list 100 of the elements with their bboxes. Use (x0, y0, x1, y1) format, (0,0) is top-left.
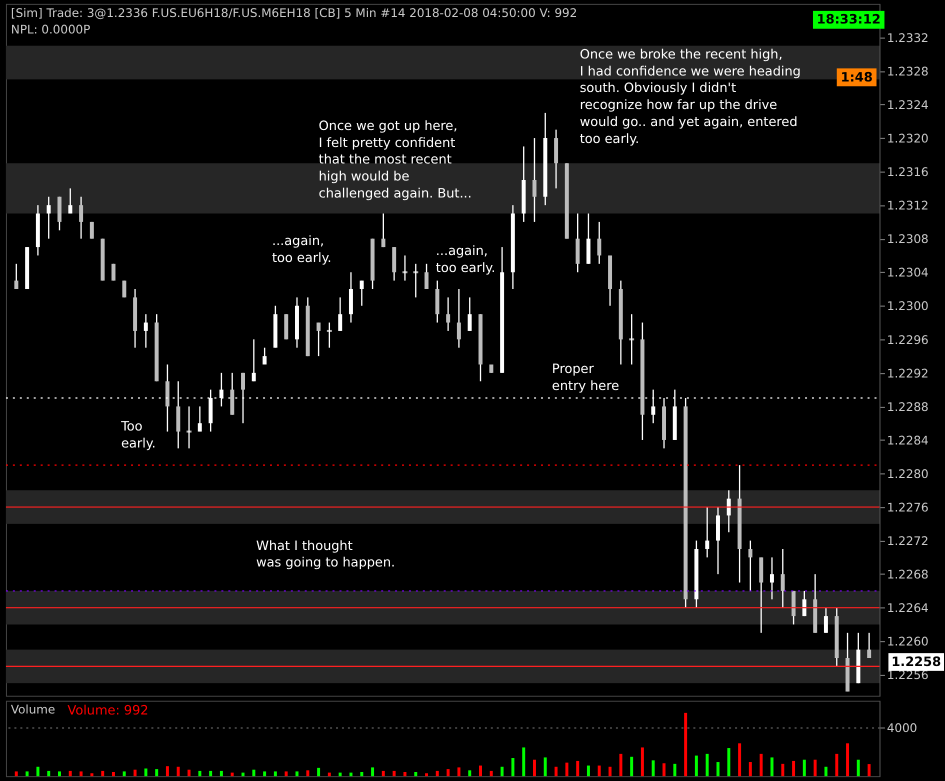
candlestick (144, 314, 148, 348)
y-tick-label: 1.2256 (886, 668, 929, 682)
annotation: 1:48 (840, 70, 873, 86)
bar (630, 756, 634, 776)
bar (392, 770, 396, 776)
bar (586, 766, 590, 776)
bar (306, 770, 310, 776)
y-tick-label: 1.2292 (886, 366, 929, 380)
bar (500, 766, 504, 776)
candlestick (46, 196, 51, 240)
bar (760, 754, 763, 776)
candlestick (446, 296, 450, 332)
bar (317, 768, 320, 776)
y-tick-label: 1.2324 (886, 98, 929, 112)
candlestick (629, 314, 634, 366)
bar (90, 773, 94, 776)
annotation: Once we got up here, I felt pretty confident that the most recent high would be challenged again. But... (318, 118, 472, 202)
bar (144, 768, 148, 776)
bar (263, 771, 266, 776)
candlestick (867, 632, 872, 659)
bar (748, 762, 752, 776)
candlestick (186, 406, 192, 449)
bar (608, 766, 612, 776)
y-tick-label: 1.2280 (886, 466, 929, 481)
text: NPL: 0.0000P (10, 22, 90, 37)
candlestick (326, 322, 332, 348)
y-tick-label: 1.2284 (886, 433, 929, 448)
candlestick (413, 263, 418, 298)
bar (209, 770, 212, 776)
candlestick (468, 296, 472, 332)
y-tick-label: 1.2296 (886, 332, 929, 347)
annotation: Volume: 992 (68, 704, 148, 719)
bar (457, 767, 460, 776)
y-tick-label: 1.2312 (886, 198, 929, 213)
bar (694, 756, 698, 776)
bar (846, 743, 850, 776)
bar (446, 769, 450, 776)
annotation: 18:33:12 (816, 12, 881, 28)
bar (684, 712, 688, 776)
bar (382, 770, 385, 776)
bar (781, 764, 784, 776)
bar (414, 772, 418, 776)
y-tick-label: 1.2316 (886, 165, 929, 180)
candlestick (262, 347, 267, 366)
bar (824, 766, 828, 776)
bar (328, 772, 331, 776)
bar (242, 772, 244, 776)
annotation: ...again, too early. (272, 234, 332, 266)
bar (26, 771, 29, 776)
candlestick (68, 188, 72, 214)
candlestick (122, 280, 126, 298)
bar (479, 766, 482, 776)
y-tick-label: 1.2272 (886, 534, 929, 548)
bar (220, 770, 223, 776)
text: 1.2258 (891, 654, 942, 670)
annotation: Once we broke the recent high, I had confidence we were heading south. Obviously I didn't recognize how far up the drive would go.. and yet again, entered too early. (580, 47, 801, 147)
y-tick-label: 1.2288 (886, 400, 929, 414)
y-tick-label: 1.2276 (886, 500, 929, 515)
bar (155, 769, 158, 776)
bar (58, 771, 61, 776)
candlestick (748, 540, 752, 592)
candlestick (456, 288, 461, 348)
bar (371, 767, 374, 776)
candlestick (532, 137, 536, 223)
bar (544, 757, 547, 776)
candlestick (79, 196, 84, 240)
bar (511, 758, 514, 776)
y-tick-label: 1.2320 (886, 132, 929, 146)
bar (134, 770, 137, 776)
candlestick (824, 607, 828, 634)
bar (274, 771, 277, 776)
bar (554, 766, 558, 776)
bar (425, 773, 428, 776)
bar (619, 754, 622, 776)
bar (436, 770, 439, 776)
y-tick-label: 1.2260 (886, 634, 929, 649)
bar (814, 760, 817, 776)
bar (576, 760, 580, 776)
bar (296, 771, 298, 776)
bar (716, 762, 720, 776)
candlestick (381, 212, 386, 248)
bar (47, 770, 50, 776)
bar (802, 760, 806, 776)
bar (770, 757, 774, 776)
bar (868, 764, 871, 776)
candlestick (424, 263, 429, 290)
y-tick-label: 4000 (886, 720, 918, 735)
candlestick (14, 263, 18, 290)
bar (727, 748, 730, 776)
y-tick-label: 1.2264 (886, 601, 929, 616)
y-tick-label: 1.2268 (886, 568, 929, 582)
chart-title: [Sim] Trade: 3@1.2336 F.US.EU6H18/F.US.M6EH18 [CB] 5 Min #14 2018-02-08 04:50:00 V: 992 (10, 6, 578, 20)
bar (532, 760, 536, 776)
bar (14, 771, 18, 776)
bar (284, 771, 288, 776)
bar (68, 770, 72, 776)
chart-title: Volume (10, 702, 56, 717)
y-tick-label: 1.2304 (886, 266, 929, 280)
bar (112, 772, 115, 776)
bar (522, 747, 526, 776)
